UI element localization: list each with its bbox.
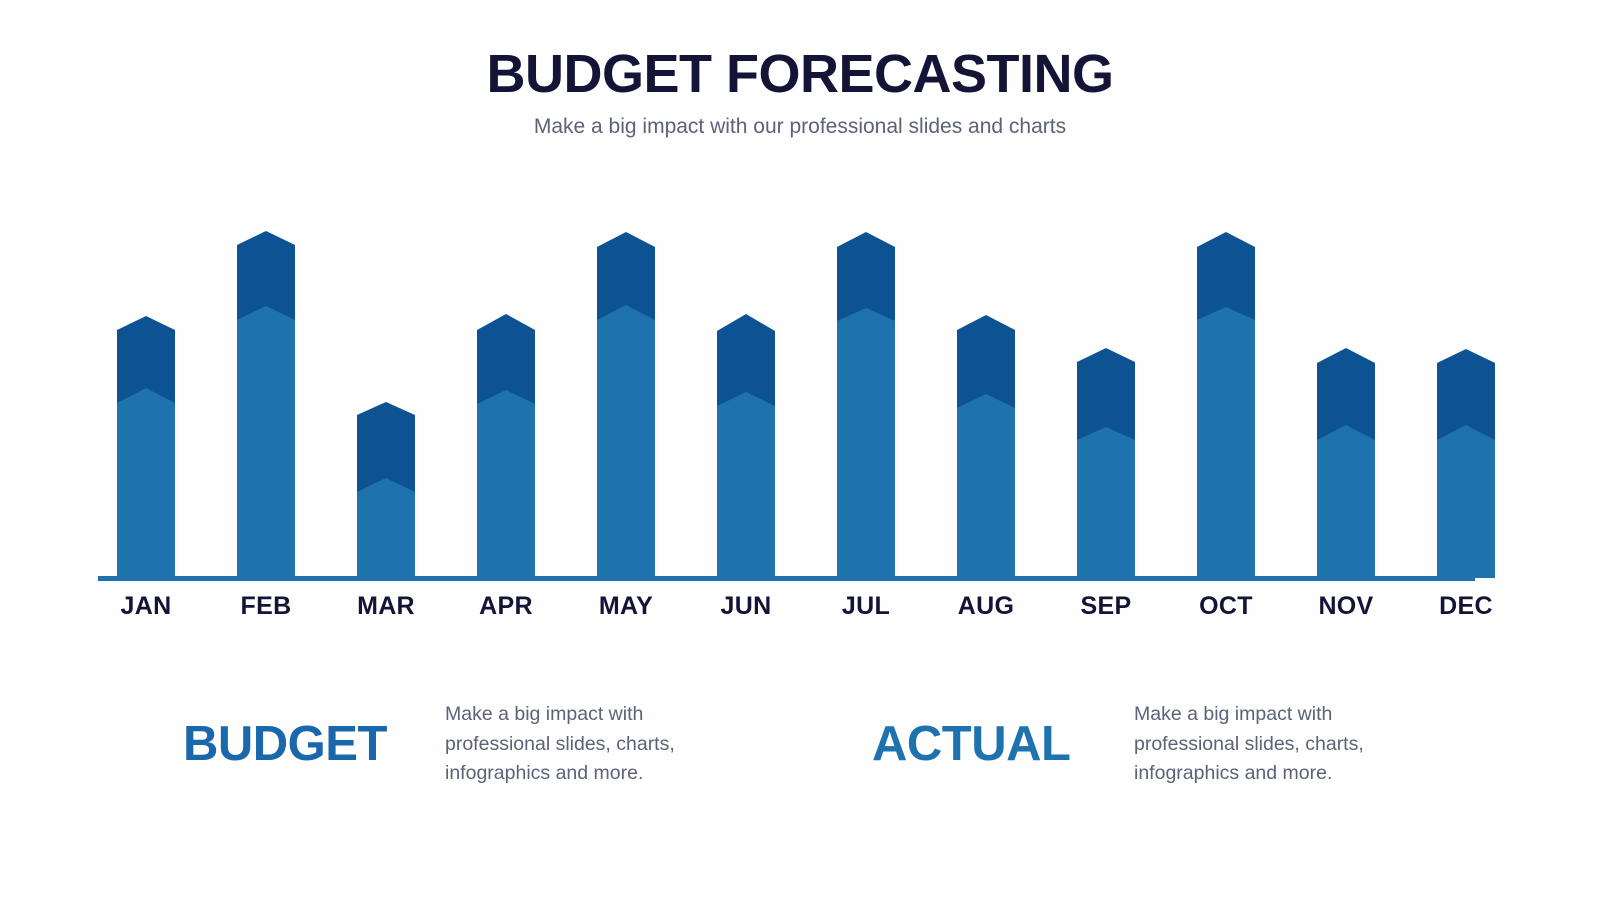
legend-actual-heading: ACTUAL xyxy=(872,716,1071,771)
bar-actual-apr xyxy=(477,390,535,578)
bar-actual-jul xyxy=(837,308,895,578)
legend-actual-description: Make a big impact with professional slid… xyxy=(1134,703,1364,785)
x-axis-label-feb: FEB xyxy=(240,592,292,620)
bar-actual-sep xyxy=(1077,427,1135,578)
bar-actual-feb xyxy=(237,306,295,578)
bar-actual-jun xyxy=(717,392,775,578)
legend-budget-heading: BUDGET xyxy=(183,716,387,771)
legend-budget-description: Make a big impact with professional slid… xyxy=(445,703,675,785)
header: BUDGET FORECASTING Make a big impact wit… xyxy=(0,45,1600,140)
x-axis-label-jun: JUN xyxy=(720,592,772,620)
x-axis-label-oct: OCT xyxy=(1199,592,1253,620)
legend: BUDGET Make a big impact with profession… xyxy=(0,700,1600,830)
bars-group xyxy=(117,231,1495,578)
x-axis-label-sep: SEP xyxy=(1080,592,1132,620)
x-axis-label-nov: NOV xyxy=(1318,592,1374,620)
page-subtitle: Make a big impact with our professional … xyxy=(533,115,1067,139)
bar-actual-nov xyxy=(1317,425,1375,578)
x-axis-label-jan: JAN xyxy=(120,592,172,620)
x-axis-label-dec: DEC xyxy=(1439,592,1493,620)
bar-actual-dec xyxy=(1437,425,1495,578)
bar-actual-mar xyxy=(357,478,415,578)
x-axis-label-jul: JUL xyxy=(841,592,891,620)
x-axis-label-apr: APR xyxy=(479,592,533,620)
bar-actual-oct xyxy=(1197,307,1255,578)
legend-item-budget: BUDGET Make a big impact with profession… xyxy=(183,700,707,789)
page-title: BUDGET FORECASTING xyxy=(486,44,1114,104)
x-axis-tick-labels: JAN FEB MAR APR MAY JUN JUL AUG SEP OCT NOV DEC xyxy=(0,594,1600,634)
bar-actual-aug xyxy=(957,394,1015,578)
legend-item-actual: ACTUAL Make a big impact with profession… xyxy=(872,700,1396,789)
x-axis-label-aug: AUG xyxy=(957,592,1015,620)
bar-actual-may xyxy=(597,305,655,578)
x-axis-label-mar: MAR xyxy=(357,592,415,620)
bar-actual-jan xyxy=(117,388,175,578)
x-axis-label-may: MAY xyxy=(598,592,654,620)
